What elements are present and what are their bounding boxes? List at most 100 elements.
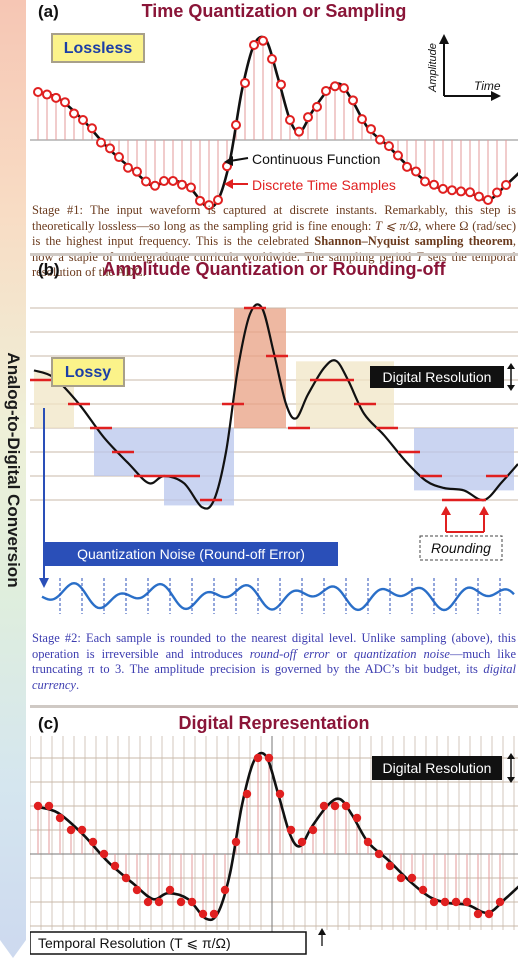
panel-c-header: (c) Digital Representation [30,712,518,736]
panel-c: (c) Digital Representation Digital Resol… [30,712,518,958]
caption-a-part: Stage #1: The input waveform is captured… [32,203,516,233]
digital-point [99,849,109,859]
sample-point [285,115,295,125]
digital-point [352,813,362,823]
digital-point [451,897,461,907]
panel-a: (a) Time Quantization or Sampling Lossle… [30,0,518,279]
caption-a-t: T [416,249,424,264]
sample-point [348,95,358,106]
sample-point [159,176,169,187]
sample-point [456,186,466,197]
lossy-badge-label: Lossy [65,364,111,381]
side-title: Analog-to-Digital Conversion [4,352,23,588]
digital-point [429,897,439,907]
sample-point [357,114,367,125]
sample-point [267,54,277,64]
digital-point [418,885,428,895]
digital-point [44,801,54,811]
digital-point [462,897,472,907]
sample-point [186,182,196,193]
sample-point [177,179,187,190]
sample-point [303,112,313,123]
sample-point [339,83,349,94]
temporal-resolution-label: Temporal Resolution (T ⩽ π/Ω) [38,935,231,951]
sample-point [96,137,106,148]
panel-b-plot: Lossy Digital Resolution Quantization No… [30,303,518,614]
digital-point [495,897,505,907]
rounded-steps [30,306,508,502]
sample-point [60,97,70,108]
digital-resolution-label-b: Digital Resolution [383,369,492,385]
caption-b-part: —much like truncating π to 3. The amplit… [32,646,517,677]
digital-point [121,873,131,883]
digital-point [363,837,373,847]
sample-point [474,191,484,202]
sample-point [501,180,511,190]
panel-a-letter: (a) [38,2,59,21]
panel-a-header: (a) Time Quantization or Sampling [30,0,518,24]
sample-point [465,187,475,198]
digital-point [385,861,395,871]
digital-point [264,753,274,763]
sample-point [213,195,223,205]
error-region [414,428,514,491]
noise-annotation: Quantization Noise (Round-off Error) [39,408,338,588]
digital-point [440,897,450,907]
sample-point [51,92,61,103]
sample-point [429,179,439,190]
panel-a-samples [33,35,511,211]
digital-point [242,789,252,799]
sample-point [402,161,412,172]
sample-point [114,152,124,163]
noise-label: Quantization Noise (Round-off Error) [77,546,305,562]
sample-point [276,79,286,90]
sample-point [168,175,178,186]
sample-point [195,195,205,206]
panel-c-title: Digital Representation [178,713,370,733]
sample-point [321,85,331,96]
digital-point [330,801,340,811]
sample-point [240,77,250,88]
digital-point [110,861,120,871]
digital-point [143,897,153,907]
sample-point [330,81,340,92]
digital-point [484,909,494,919]
axis-indicator-icon: Amplitude Time [427,34,501,101]
lossless-badge-label: Lossless [64,40,133,57]
digital-point [165,885,175,895]
panel-b-caption: Stage #2: Each sample is rounded to the … [32,631,516,693]
panel-a-title: Time Quantization or Sampling [141,1,407,21]
sample-point [87,123,97,134]
caption-b-part: or [329,646,355,661]
sample-point [366,124,376,135]
digital-point [253,753,263,763]
digital-point [187,897,197,907]
digital-point [374,849,384,859]
digital-point [132,885,142,895]
sample-point [132,166,142,177]
sample-point [447,185,457,196]
digital-point [308,825,318,835]
sample-point [249,40,259,50]
temporal-resolution-tag: Temporal Resolution (T ⩽ π/Ω) [30,928,326,955]
caption-a-part: , where Ω (rad/sec) is the highest input… [32,218,516,249]
error-region [296,361,334,428]
panel-b-title: Amplitude Quantization or Rounding-off [102,259,446,279]
digital-point [66,825,76,835]
divider [30,705,518,708]
continuous-annotation: Continuous Function [224,151,380,167]
digital-point [33,801,43,811]
noise-curve [41,582,515,612]
panel-b-header: (b) Amplitude Quantization or Rounding-o… [30,258,518,282]
digital-point [396,873,406,883]
caption-b-part: Stage #2: Each sample is rounded to the … [32,631,516,661]
digital-point [209,909,219,919]
sample-point [105,143,115,154]
panel-a-plot: Lossless Amplitude Time Continuous Funct… [30,33,518,211]
digital-point [198,909,208,919]
caption-b-part: . [75,677,80,692]
sample-point [312,101,322,112]
panel-b-letter: (b) [38,260,60,279]
digital-point [297,837,307,847]
digital-point [407,873,417,883]
